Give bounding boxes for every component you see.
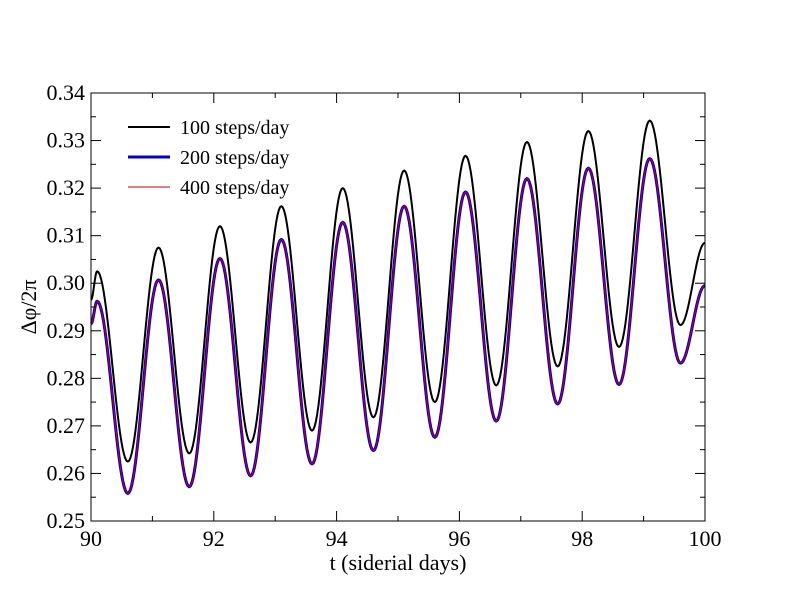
y-tick-label: 0.29 xyxy=(47,318,86,343)
x-tick-label: 94 xyxy=(326,526,348,551)
legend-label: 400 steps/day xyxy=(180,177,289,199)
series-line-3 xyxy=(90,158,706,494)
y-tick-label: 0.27 xyxy=(47,413,86,438)
x-tick-label: 96 xyxy=(448,526,470,551)
y-tick-label: 0.33 xyxy=(47,128,86,153)
y-tick-label: 0.34 xyxy=(47,80,86,105)
y-tick-label: 0.25 xyxy=(47,508,86,533)
legend: 100 steps/day 200 steps/day 400 steps/day xyxy=(128,117,289,199)
y-tick-label: 0.28 xyxy=(47,365,86,390)
series-lines xyxy=(89,119,706,495)
y-tick-label: 0.26 xyxy=(47,460,86,485)
axis-ticks: 90 92 94 96 98 100 0.25 0.26 0.27 0.28 0.29 0.30 0.3… xyxy=(47,80,722,551)
x-tick-label: 100 xyxy=(689,526,722,551)
legend-label: 200 steps/day xyxy=(180,147,289,169)
x-tick-label: 98 xyxy=(571,526,593,551)
legend-label: 100 steps/day xyxy=(180,117,289,139)
x-tick-label: 92 xyxy=(203,526,225,551)
series-line-1 xyxy=(90,119,706,463)
x-tick-label: 90 xyxy=(80,526,102,551)
x-axis-title: t (siderial days) xyxy=(330,550,467,575)
y-tick-label: 0.30 xyxy=(47,270,86,295)
y-tick-label: 0.32 xyxy=(47,175,86,200)
y-tick-label: 0.31 xyxy=(47,223,86,248)
y-axis-title: Δφ/2π xyxy=(16,279,41,334)
